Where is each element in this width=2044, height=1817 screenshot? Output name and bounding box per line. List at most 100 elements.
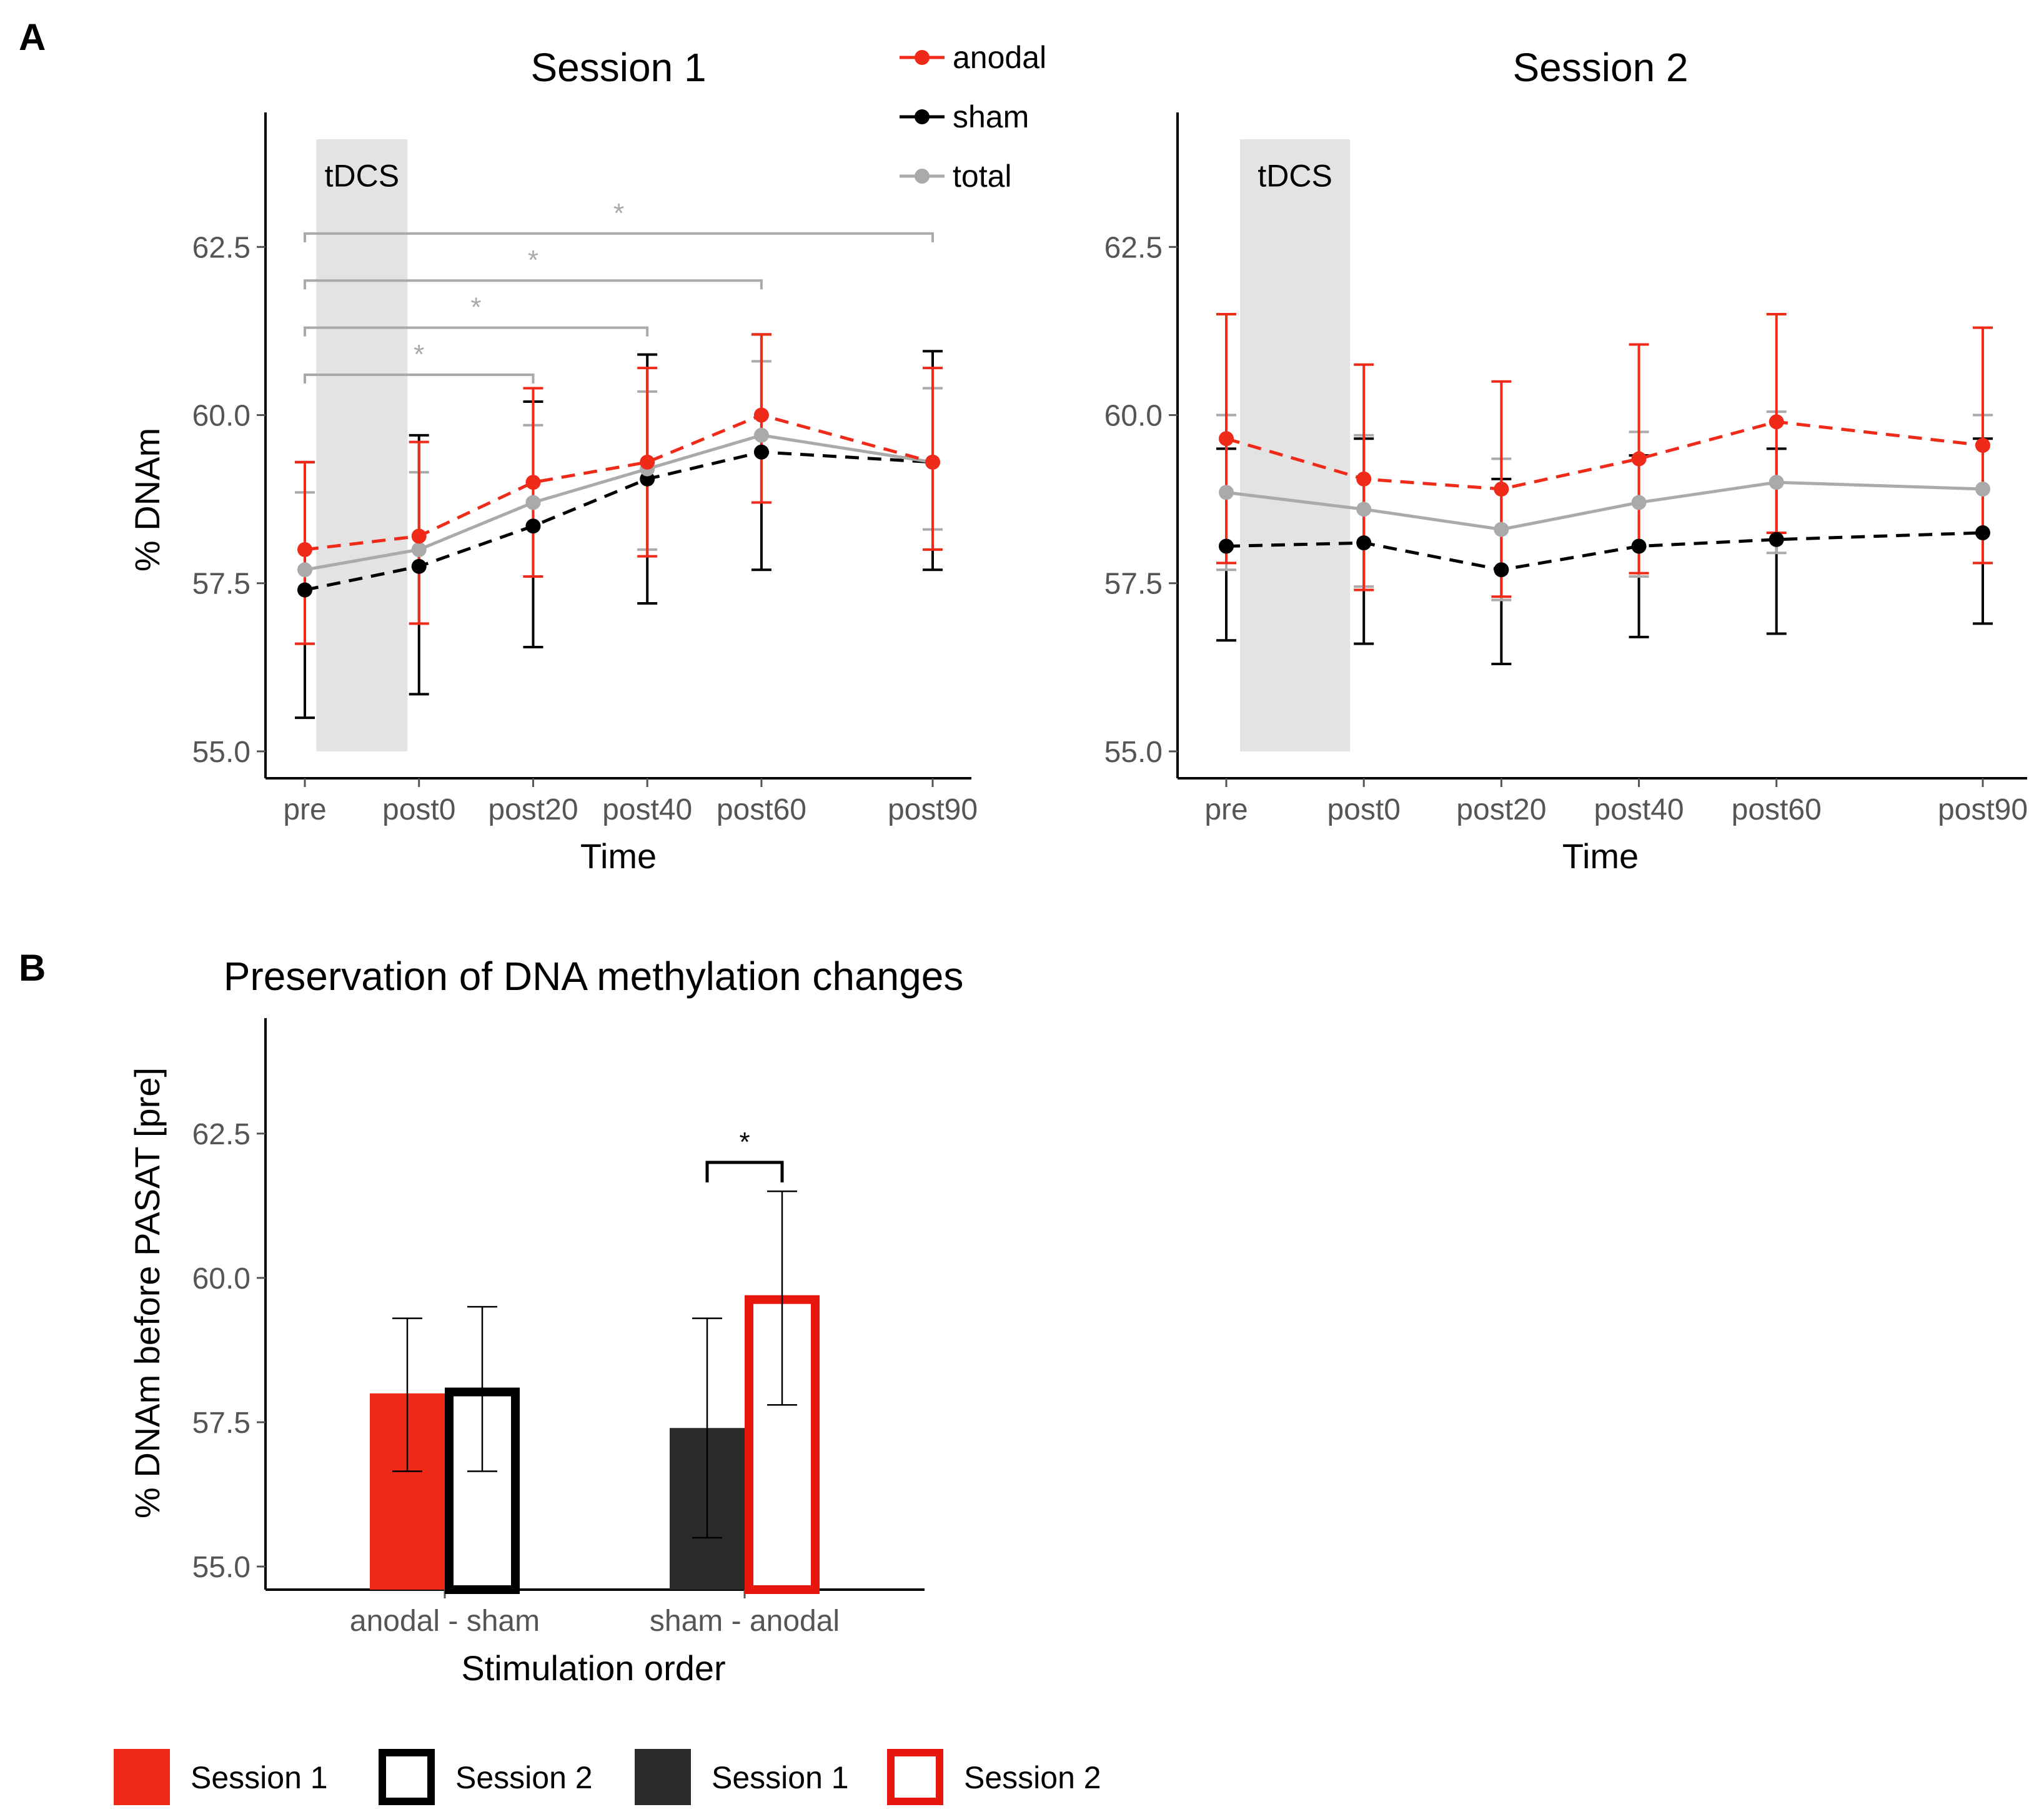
total-point [297,562,312,578]
anodal-point [297,542,312,557]
panel-label-a: A [19,16,46,58]
y-tick-label: 55.0 [1104,736,1163,769]
total-point [1769,475,1784,490]
sham-point [525,518,541,534]
session2-title: Session 2 [1512,45,1688,90]
sham-point [753,444,769,460]
legend-swatch [114,1749,170,1805]
anodal-point [753,407,769,423]
significance-bracket [705,1161,784,1183]
x-tick-label: pre [1204,793,1248,826]
significance-star: * [471,292,482,323]
significance-star: * [414,339,424,370]
sham-point [1631,538,1647,554]
x-tick-label: post40 [602,793,692,826]
bar-chart-xlabel: Stimulation order [461,1648,725,1688]
anodal-point [1631,451,1647,467]
legend-label: Session 1 [191,1760,328,1795]
y-tick-label: 62.5 [192,231,251,264]
total-point [1631,495,1647,510]
anodal-point [525,475,541,490]
session2-xlabel: Time [1562,836,1639,876]
y-tick-label: 60.0 [192,1262,251,1295]
total-point [753,427,769,443]
x-tick-label: post90 [888,793,978,826]
y-tick-label: 57.5 [1104,568,1163,601]
anodal-point [411,528,427,544]
legend-total-marker [915,169,930,184]
line-legend: anodal sham total [900,40,1046,194]
significance-bracket [304,279,763,290]
sham-point [297,582,312,598]
legend-total-label: total [953,159,1012,194]
total-point [1219,485,1234,500]
session1-ylabel: % DNAm [127,428,167,572]
session1-title: Session 1 [530,45,706,90]
anodal-point [1356,471,1372,487]
x-tick-label: post0 [1327,793,1400,826]
y-tick-label: 57.5 [192,568,251,601]
sham-line [304,450,933,592]
anodal-point [925,454,940,470]
significance-star: * [528,245,538,275]
anodal-point [1769,414,1784,430]
y-tick-label: 57.5 [192,1407,251,1440]
tdcs-label: tDCS [1258,158,1332,193]
total-line [1226,480,1983,532]
x-tick-label: post60 [717,793,806,826]
significance-bracket [304,232,934,242]
preservation-bar-chart: Preservation of DNA methylation changes … [127,954,963,1688]
sham-point [1494,562,1509,578]
legend-label: Session 2 [455,1760,593,1795]
x-tick-label: sham - anodal [650,1605,840,1638]
anodal-point [1494,481,1509,497]
significance-star: * [739,1127,750,1157]
legend-label: Session 2 [964,1760,1101,1795]
legend-swatch [635,1749,691,1805]
bar-chart-ylabel: % DNAm before PASAT [pre] [127,1067,167,1518]
bar-chart-title: Preservation of DNA methylation changes [224,954,964,999]
legend-anodal-label: anodal [953,40,1046,75]
y-tick-label: 55.0 [192,736,251,769]
significance-star: * [613,198,624,229]
total-point [525,495,541,510]
legend-swatch [887,1749,943,1805]
sham-point [1356,535,1372,551]
x-tick-label: pre [283,793,326,826]
total-point [1494,522,1509,537]
tdcs-label: tDCS [325,158,399,193]
x-tick-label: post20 [488,793,578,826]
x-tick-label: anodal - sham [350,1605,540,1638]
session2-chart: Session 2 Time tDCS 55.0 57.5 60.0 62.5 pre po… [1104,45,2028,876]
session1-xlabel: Time [580,836,657,876]
x-tick-label: post0 [382,793,455,826]
total-line [304,433,933,572]
significance-bracket [304,373,535,384]
y-tick-label: 60.0 [1104,400,1163,433]
legend-swatch [379,1749,435,1805]
significance-bracket [304,326,649,337]
anodal-point [1219,431,1234,447]
anodal-line [304,413,933,552]
sham-point [1769,532,1784,547]
session1-chart: Session 1 Time % DNAm tDCS 55.0 57.5 60.0 62… [127,45,978,876]
bar-legend: Session 1 Session 2 Session 1 Session 2 [114,1749,1101,1805]
legend-label: Session 1 [712,1760,849,1795]
legend-sham-label: sham [953,99,1029,134]
x-tick-label: post40 [1594,793,1684,826]
sham-point [1219,538,1234,554]
total-point [1975,481,1990,497]
tdcs-shade [1240,139,1351,751]
y-tick-label: 55.0 [192,1551,251,1584]
legend-sham-marker [915,109,930,124]
panel-label-b: B [19,947,46,989]
y-tick-label: 60.0 [192,400,251,433]
anodal-point [640,454,655,470]
x-tick-label: post60 [1732,793,1822,826]
legend-anodal-marker [915,50,930,65]
tdcs-shade [316,139,408,751]
x-tick-label: post90 [1938,793,2028,826]
total-point [411,542,427,557]
y-tick-label: 62.5 [1104,231,1163,264]
